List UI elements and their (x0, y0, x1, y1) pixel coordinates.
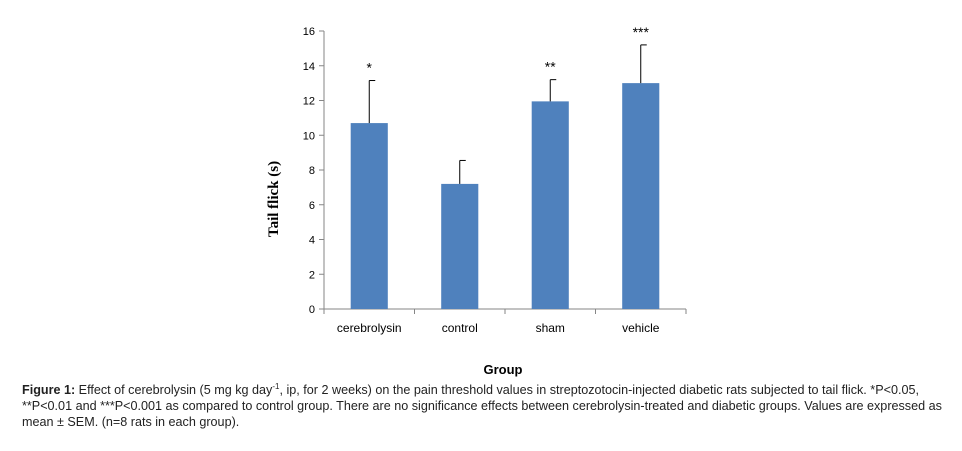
x-axis-label: Group (484, 362, 523, 377)
bar-sham (531, 101, 569, 310)
bar-vehicle (622, 83, 660, 309)
y-axis: 0 2 4 6 8 10 12 14 16 (303, 26, 325, 316)
y-tick-label: 4 (309, 235, 315, 247)
bar-cerebrolysin (350, 123, 388, 310)
x-axis: cerebrolysin control sham vehicle (323, 308, 687, 335)
y-tick-label: 8 (309, 165, 315, 177)
significance-marker-sham: ** (545, 59, 556, 75)
y-tick-label: 12 (303, 96, 315, 108)
y-tick-label: 2 (309, 269, 315, 281)
figure-caption: Figure 1: Effect of cerebrolysin (5 mg k… (22, 382, 947, 430)
caption-superscript: -1 (272, 381, 280, 391)
caption-text-a: Effect of cerebrolysin (5 mg kg day (75, 383, 273, 397)
significance-marker-vehicle: *** (633, 24, 650, 40)
y-tick-label: 6 (309, 200, 315, 212)
y-axis-label: Tail flick (s) (266, 161, 282, 237)
x-tick-label-vehicle: vehicle (622, 321, 660, 335)
y-tick-label: 0 (309, 304, 315, 316)
x-tick-label-cerebrolysin: cerebrolysin (337, 321, 402, 335)
bars: * ***** (350, 24, 660, 310)
bar-control (441, 183, 479, 309)
significance-marker-cerebrolysin: * (367, 60, 373, 76)
y-tick-label: 16 (303, 26, 315, 38)
x-tick-label-control: control (442, 321, 478, 335)
y-tick-label: 10 (303, 130, 315, 142)
caption-label: Figure 1: (22, 383, 76, 397)
caption-text-b: , ip, for 2 weeks) on the pain threshold… (22, 383, 942, 429)
y-tick-label: 14 (303, 61, 315, 73)
x-tick-label-sham: sham (536, 321, 565, 335)
